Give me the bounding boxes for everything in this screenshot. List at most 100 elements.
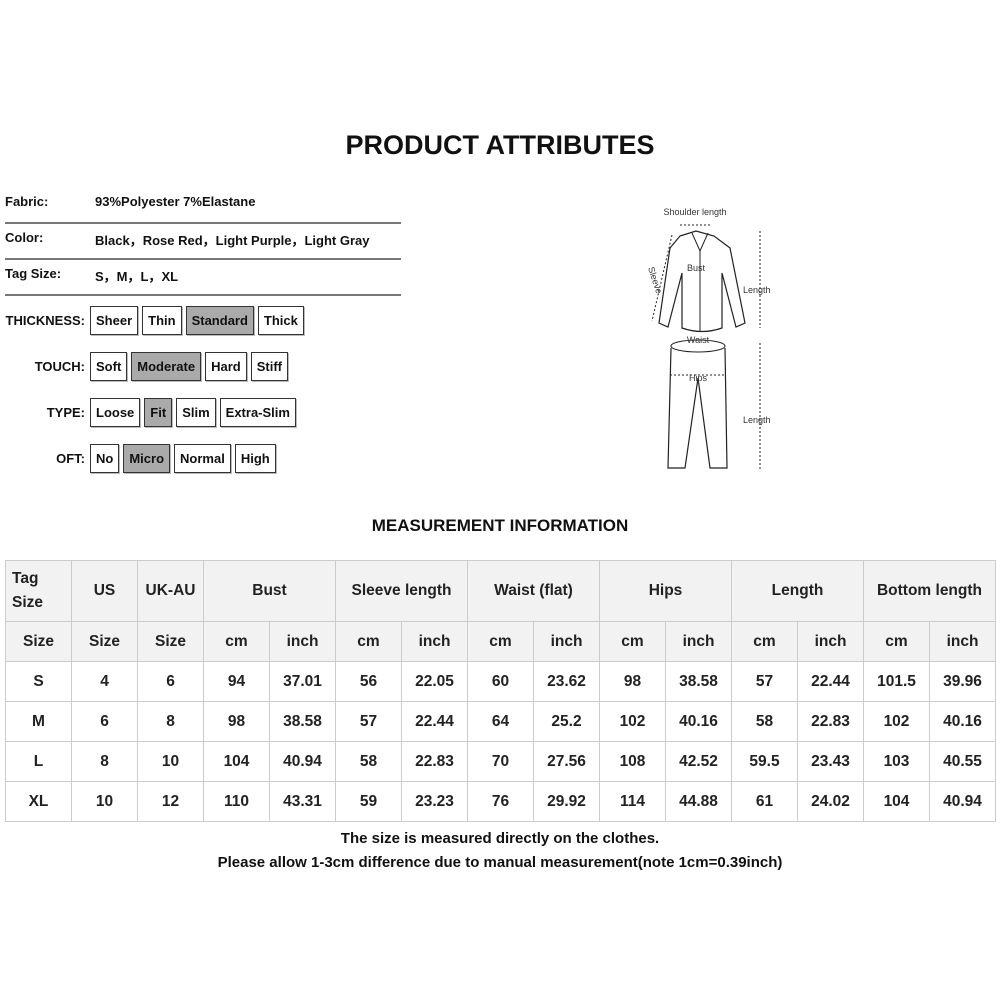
note-1: The size is measured directly on the clo…: [340, 830, 660, 847]
table-cell: 104: [863, 781, 930, 822]
table-cell: 8: [71, 741, 138, 782]
table-cell: 24.02: [797, 781, 864, 822]
table-cell: 102: [863, 701, 930, 742]
option-row-type: TYPE: Loose Fit Slim Extra-Slim: [0, 397, 300, 427]
table-cell: 40.16: [929, 701, 996, 742]
table-cell: 40.55: [929, 741, 996, 782]
table-row: M 6 8 98 38.58 57 22.44 64 25.2 102 40.16 58 22.83 10…: [5, 701, 996, 742]
option-sheer: Sheer: [90, 305, 139, 335]
table-cell: 58: [335, 741, 402, 782]
table-row: L 8 10 104 40.94 58 22.83 70 27.56 108 42.52 59.5 23…: [5, 741, 996, 782]
table-cell: 101.5: [863, 661, 930, 702]
table-cell: 10: [71, 781, 138, 822]
table-cell: 38.58: [665, 661, 732, 702]
note-2: Please allow 1-3cm difference due to man…: [217, 854, 783, 871]
column-header: Tag Size: [5, 560, 72, 622]
option-standard: Standard: [185, 305, 254, 335]
column-header: Hips: [599, 560, 732, 622]
table-subheader-row: Size Size Size cm inch cm inch cm inch cm inch cm in…: [5, 621, 996, 662]
table-cell: 57: [335, 701, 402, 742]
table-cell: 57: [731, 661, 798, 702]
garment-diagram: Shoulder length Bust Sleeve Length Waist…: [646, 207, 771, 471]
table-cell: 23.43: [797, 741, 864, 782]
option-extra-slim: Extra-Slim: [219, 397, 296, 427]
table-cell: 37.01: [269, 661, 336, 702]
table-cell: 103: [863, 741, 930, 782]
option-row-thickness: THICKNESS: Sheer Thin Standard Thick: [0, 305, 308, 335]
column-header: Bottom length: [863, 560, 996, 622]
table-cell: 38.58: [269, 701, 336, 742]
attribute-label: Color:: [5, 230, 44, 245]
table-cell: 104: [203, 741, 270, 782]
column-header: Length: [731, 560, 864, 622]
table-cell: 6: [71, 701, 138, 742]
unit-header: inch: [797, 621, 864, 662]
table-cell: 40.16: [665, 701, 732, 742]
shoulder-label: Shoulder length: [663, 207, 726, 217]
table-cell: 98: [599, 661, 666, 702]
table-cell: 22.83: [401, 741, 468, 782]
option-row-touch: TOUCH: Soft Moderate Hard Stiff: [0, 351, 292, 381]
measurement-title: MEASUREMENT INFORMATION: [371, 516, 629, 535]
top-length-label: Length: [743, 285, 771, 295]
bust-label: Bust: [687, 263, 706, 273]
table-cell: 102: [599, 701, 666, 742]
unit-header: cm: [467, 621, 534, 662]
option-label: OFT:: [56, 450, 85, 466]
page-title: PRODUCT ATTRIBUTES: [345, 130, 655, 160]
size-table: Tag Size US UK-AU Bust Sleeve length Waist (f…: [5, 560, 996, 822]
table-cell: 42.52: [665, 741, 732, 782]
table-cell: 40.94: [269, 741, 336, 782]
column-header: Bust: [203, 560, 336, 622]
table-cell: 98: [203, 701, 270, 742]
table-cell: 23.23: [401, 781, 468, 822]
option-thin: Thin: [142, 305, 182, 335]
table-cell: 64: [467, 701, 534, 742]
table-cell: 10: [137, 741, 204, 782]
unit-header: cm: [335, 621, 402, 662]
table-cell: 59.5: [731, 741, 798, 782]
attribute-row: Tag Size: S，M，L，XL: [5, 258, 401, 296]
table-cell: 43.31: [269, 781, 336, 822]
table-cell: 61: [731, 781, 798, 822]
column-header: US: [71, 560, 138, 622]
unit-header: inch: [401, 621, 468, 662]
attribute-row: Fabric: 93%Polyester 7%Elastane: [5, 186, 401, 224]
option-high: High: [234, 443, 276, 473]
option-label: THICKNESS:: [5, 312, 85, 328]
waist-label: Waist: [687, 335, 710, 345]
table-cell: 29.92: [533, 781, 600, 822]
table-cell: 22.05: [401, 661, 468, 702]
unit-header: Size: [71, 621, 138, 662]
table-cell: 23.62: [533, 661, 600, 702]
bottom-length-label: Length: [743, 415, 771, 425]
option-normal: Normal: [174, 443, 231, 473]
unit-header: cm: [203, 621, 270, 662]
attribute-label: Fabric:: [5, 194, 49, 209]
table-cell: 110: [203, 781, 270, 822]
option-fit: Fit: [144, 397, 173, 427]
table-cell: L: [5, 741, 72, 782]
option-label: TOUCH:: [34, 358, 85, 374]
table-cell: 27.56: [533, 741, 600, 782]
table-cell: XL: [5, 781, 72, 822]
option-loose: Loose: [90, 397, 141, 427]
table-cell: 22.44: [797, 661, 864, 702]
table-cell: 56: [335, 661, 402, 702]
attribute-value: S，M，L，XL: [95, 269, 179, 284]
option-moderate: Moderate: [131, 351, 202, 381]
table-cell: 108: [599, 741, 666, 782]
table-cell: 39.96: [929, 661, 996, 702]
option-no: No: [90, 443, 120, 473]
option-stiff: Stiff: [250, 351, 288, 381]
option-slim: Slim: [176, 397, 216, 427]
column-header: Waist (flat): [467, 560, 600, 622]
option-soft: Soft: [90, 351, 128, 381]
table-cell: 114: [599, 781, 666, 822]
unit-header: inch: [269, 621, 336, 662]
option-thick: Thick: [257, 305, 304, 335]
table-cell: 6: [137, 661, 204, 702]
option-micro: Micro: [123, 443, 171, 473]
table-cell: 22.44: [401, 701, 468, 742]
unit-header: Size: [5, 621, 72, 662]
